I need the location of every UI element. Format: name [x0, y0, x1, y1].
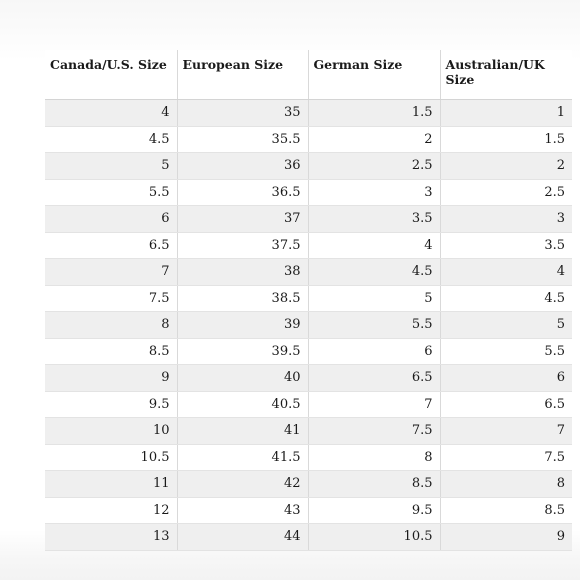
cell-european-size: 41 [177, 417, 309, 445]
cell-european-size: 35.5 [177, 126, 309, 153]
cell-european-size: 44 [177, 523, 309, 551]
cell-german-size: 4.5 [308, 258, 441, 286]
cell-canada-us-size: 6.5 [45, 232, 178, 259]
cell-australian-uk-size: 5.5 [440, 338, 572, 365]
cell-australian-uk-size: 7 [440, 417, 572, 445]
cell-canada-us-size: 13 [45, 523, 178, 551]
cell-canada-us-size: 10 [45, 417, 178, 445]
cell-canada-us-size: 6 [45, 205, 178, 233]
table-row: 13 44 10.5 9 [45, 523, 572, 551]
cell-european-size: 41.5 [177, 444, 309, 471]
cell-australian-uk-size: 2.5 [440, 179, 572, 206]
cell-german-size: 2.5 [308, 152, 441, 180]
table-row: 4.5 35.5 2 1.5 [45, 126, 572, 153]
cell-german-size: 3.5 [308, 205, 441, 233]
table-row: 9.5 40.5 7 6.5 [45, 391, 572, 418]
cell-european-size: 35 [177, 99, 309, 127]
cell-european-size: 36.5 [177, 179, 309, 206]
cell-canada-us-size: 8.5 [45, 338, 178, 365]
table-body: 4 35 1.5 1 4.5 35.5 2 1.5 5 36 2.5 2 5.5 36.5 3 2.5 6 37 3… [45, 99, 572, 551]
cell-australian-uk-size: 8 [440, 470, 572, 498]
cell-european-size: 37 [177, 205, 309, 233]
cell-european-size: 43 [177, 497, 309, 524]
cell-german-size: 6 [308, 338, 441, 365]
cell-european-size: 38.5 [177, 285, 309, 312]
table-row: 10.5 41.5 8 7.5 [45, 444, 572, 471]
table-row: 5 36 2.5 2 [45, 152, 572, 180]
cell-australian-uk-size: 6.5 [440, 391, 572, 418]
cell-german-size: 5 [308, 285, 441, 312]
cell-european-size: 40 [177, 364, 309, 392]
cell-australian-uk-size: 9 [440, 523, 572, 551]
cell-canada-us-size: 4 [45, 99, 178, 127]
table-row: 8 39 5.5 5 [45, 311, 572, 339]
cell-canada-us-size: 7 [45, 258, 178, 286]
cell-european-size: 42 [177, 470, 309, 498]
cell-european-size: 38 [177, 258, 309, 286]
table-row: 8.5 39.5 6 5.5 [45, 338, 572, 365]
header-australian-uk-size: Australian/UK Size [440, 50, 572, 100]
cell-australian-uk-size: 7.5 [440, 444, 572, 471]
cell-australian-uk-size: 1 [440, 99, 572, 127]
table-row: 11 42 8.5 8 [45, 470, 572, 498]
cell-german-size: 1.5 [308, 99, 441, 127]
table-row: 6 37 3.5 3 [45, 205, 572, 233]
cell-german-size: 8.5 [308, 470, 441, 498]
table-row: 5.5 36.5 3 2.5 [45, 179, 572, 206]
cell-german-size: 9.5 [308, 497, 441, 524]
cell-australian-uk-size: 3.5 [440, 232, 572, 259]
table-row: 6.5 37.5 4 3.5 [45, 232, 572, 259]
cell-german-size: 8 [308, 444, 441, 471]
table-row: 12 43 9.5 8.5 [45, 497, 572, 524]
cell-australian-uk-size: 3 [440, 205, 572, 233]
cell-canada-us-size: 11 [45, 470, 178, 498]
cell-australian-uk-size: 6 [440, 364, 572, 392]
cell-german-size: 7 [308, 391, 441, 418]
cell-european-size: 39 [177, 311, 309, 339]
cell-german-size: 10.5 [308, 523, 441, 551]
cell-canada-us-size: 9 [45, 364, 178, 392]
size-chart-container: Canada/U.S. Size European Size German Si… [45, 50, 572, 551]
cell-australian-uk-size: 5 [440, 311, 572, 339]
header-german-size: German Size [308, 50, 441, 100]
table-row: 9 40 6.5 6 [45, 364, 572, 392]
header-row: Canada/U.S. Size European Size German Si… [45, 50, 572, 100]
cell-german-size: 5.5 [308, 311, 441, 339]
table-row: 7 38 4.5 4 [45, 258, 572, 286]
cell-australian-uk-size: 4.5 [440, 285, 572, 312]
header-canada-us-size: Canada/U.S. Size [45, 50, 178, 100]
cell-australian-uk-size: 1.5 [440, 126, 572, 153]
cell-canada-us-size: 10.5 [45, 444, 178, 471]
cell-canada-us-size: 8 [45, 311, 178, 339]
cell-canada-us-size: 5 [45, 152, 178, 180]
cell-german-size: 6.5 [308, 364, 441, 392]
cell-canada-us-size: 12 [45, 497, 178, 524]
size-conversion-table: Canada/U.S. Size European Size German Si… [45, 50, 572, 551]
header-european-size: European Size [177, 50, 309, 100]
cell-german-size: 7.5 [308, 417, 441, 445]
cell-canada-us-size: 7.5 [45, 285, 178, 312]
cell-canada-us-size: 4.5 [45, 126, 178, 153]
table-row: 4 35 1.5 1 [45, 99, 572, 127]
cell-european-size: 36 [177, 152, 309, 180]
table-row: 10 41 7.5 7 [45, 417, 572, 445]
cell-australian-uk-size: 2 [440, 152, 572, 180]
cell-australian-uk-size: 8.5 [440, 497, 572, 524]
cell-german-size: 2 [308, 126, 441, 153]
cell-australian-uk-size: 4 [440, 258, 572, 286]
cell-canada-us-size: 5.5 [45, 179, 178, 206]
cell-german-size: 3 [308, 179, 441, 206]
cell-european-size: 39.5 [177, 338, 309, 365]
cell-european-size: 40.5 [177, 391, 309, 418]
cell-german-size: 4 [308, 232, 441, 259]
table-row: 7.5 38.5 5 4.5 [45, 285, 572, 312]
cell-canada-us-size: 9.5 [45, 391, 178, 418]
cell-european-size: 37.5 [177, 232, 309, 259]
